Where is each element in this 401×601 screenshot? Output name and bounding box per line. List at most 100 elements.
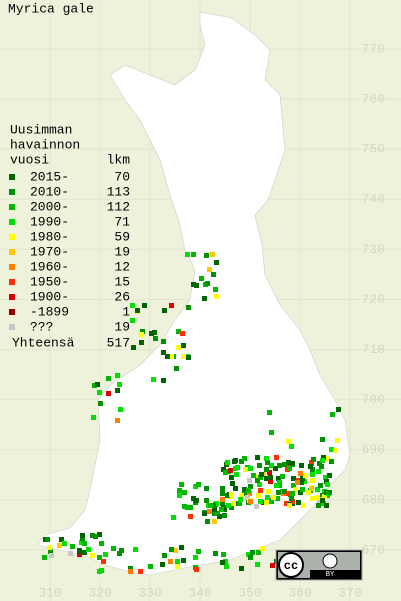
occurrence <box>207 267 212 272</box>
occurrence <box>199 276 204 281</box>
occurrence <box>295 480 300 485</box>
occurrence <box>317 461 322 466</box>
occurrence <box>324 479 329 484</box>
legend-swatch <box>9 189 15 195</box>
occurrence <box>303 473 308 478</box>
occurrence <box>47 545 52 550</box>
occurrence <box>228 468 233 473</box>
occurrence <box>142 303 147 308</box>
occurrence <box>185 505 190 510</box>
occurrence <box>264 456 269 461</box>
occurrence <box>325 482 330 487</box>
occurrence <box>182 504 187 509</box>
occurrence <box>324 503 329 508</box>
occurrence <box>242 487 247 492</box>
occurrence <box>106 391 111 396</box>
occurrence <box>282 462 287 467</box>
occurrence <box>299 480 304 485</box>
occurrence <box>273 466 278 471</box>
occurrence <box>254 504 259 509</box>
occurrence <box>258 488 263 493</box>
occurrence <box>140 329 145 334</box>
occurrence <box>329 459 334 464</box>
occurrence <box>315 495 320 500</box>
occurrence <box>310 472 315 477</box>
occurrence <box>248 484 253 489</box>
legend-count: 12 <box>114 259 130 274</box>
occurrence <box>115 418 120 423</box>
x-tick-label: 370 <box>338 585 361 600</box>
legend-count-header: lkm <box>107 152 131 167</box>
occurrence <box>191 496 196 501</box>
legend-count: 26 <box>114 289 130 304</box>
occurrence <box>82 550 87 555</box>
occurrence <box>320 458 325 463</box>
occurrence <box>97 555 102 560</box>
occurrence <box>267 410 272 415</box>
occurrence <box>316 503 321 508</box>
by-bar <box>310 570 360 578</box>
occurrence <box>188 514 193 519</box>
occurrence <box>268 479 273 484</box>
legend-label: 1960- <box>30 259 69 274</box>
occurrence <box>57 543 62 548</box>
occurrence <box>62 541 67 546</box>
by-text: BY <box>326 571 335 579</box>
y-tick-label: 740 <box>362 192 385 207</box>
occurrence <box>70 544 75 549</box>
occurrence <box>220 486 225 491</box>
occurrence <box>106 376 111 381</box>
occurrence <box>233 486 238 491</box>
occurrence <box>191 282 196 287</box>
occurrence <box>220 491 225 496</box>
cc-badge: cc BY <box>275 549 363 581</box>
occurrence <box>335 438 340 443</box>
x-tick-label: 350 <box>238 585 261 600</box>
legend-swatch <box>9 309 15 315</box>
occurrence <box>177 488 182 493</box>
legend-swatch <box>9 249 15 255</box>
legend-count: 71 <box>114 214 130 229</box>
occurrence <box>311 457 316 462</box>
occurrence <box>327 490 332 495</box>
occurrence <box>181 343 186 348</box>
occurrence <box>59 537 64 542</box>
occurrence <box>325 456 330 461</box>
occurrence <box>95 382 100 387</box>
occurrence <box>117 382 122 387</box>
occurrence <box>257 463 262 468</box>
occurrence <box>268 475 273 480</box>
x-tick-label: 330 <box>138 585 161 600</box>
occurrence <box>202 296 207 301</box>
occurrence <box>212 507 217 512</box>
occurrence <box>258 499 263 504</box>
x-tick-label: 360 <box>288 585 311 600</box>
occurrence <box>269 430 274 435</box>
occurrence <box>293 487 298 492</box>
x-tick-label: 340 <box>188 585 211 600</box>
occurrence <box>186 305 191 310</box>
occurrence <box>220 501 225 506</box>
legend-label: -1899 <box>30 304 69 319</box>
occurrence <box>333 448 338 453</box>
occurrence <box>321 501 326 506</box>
y-tick-label: 670 <box>362 542 385 557</box>
occurrence <box>101 559 106 564</box>
occurrence <box>90 533 95 538</box>
occurrence <box>258 475 263 480</box>
occurrence <box>245 495 250 500</box>
occurrence <box>204 498 209 503</box>
occurrence <box>176 345 181 350</box>
occurrence <box>165 354 170 359</box>
occurrence <box>97 569 102 574</box>
legend-swatch <box>9 279 15 285</box>
occurrence <box>223 559 228 564</box>
legend-swatch <box>9 294 15 300</box>
occurrence <box>327 473 332 478</box>
occurrence <box>261 500 266 505</box>
occurrence <box>290 499 295 504</box>
occurrence <box>130 318 135 323</box>
occurrence <box>243 467 248 472</box>
